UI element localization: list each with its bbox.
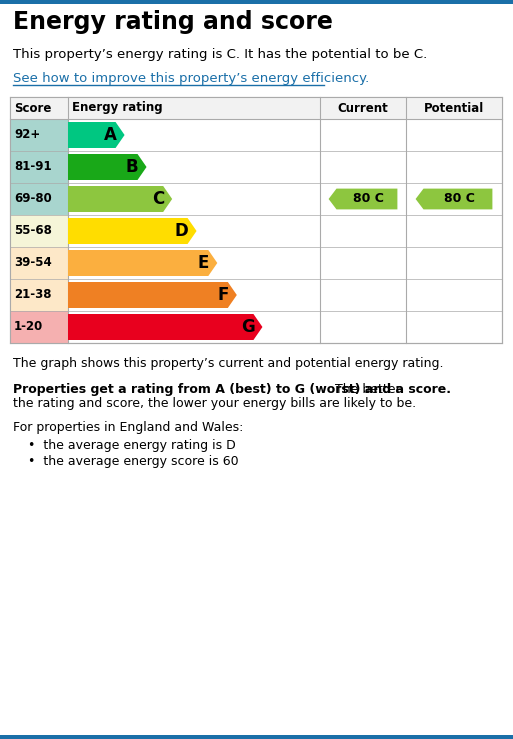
Text: 69-80: 69-80 [14,192,52,205]
Text: 80 C: 80 C [444,192,475,205]
Text: D: D [175,222,189,240]
Text: Energy rating: Energy rating [72,101,163,115]
Text: Energy rating and score: Energy rating and score [13,10,333,34]
Polygon shape [68,186,172,212]
Bar [10,279,68,311]
Text: For properties in England and Wales:: For properties in England and Wales: [13,421,243,434]
Bar [0,735,513,739]
Bar [10,97,502,119]
Text: B: B [126,158,139,176]
Text: The graph shows this property’s current and potential energy rating.: The graph shows this property’s current … [13,357,444,370]
Text: See how to improve this property’s energy efficiency.: See how to improve this property’s energ… [13,72,369,85]
Text: 55-68: 55-68 [14,225,52,237]
Bar [10,183,68,215]
Text: 92+: 92+ [14,129,40,141]
Text: •  the average energy score is 60: • the average energy score is 60 [28,455,239,468]
Text: The better: The better [331,383,401,396]
Bar [10,119,68,151]
Bar [0,0,513,4]
Text: 81-91: 81-91 [14,160,52,174]
Text: 80 C: 80 C [352,192,383,205]
Bar [10,247,68,279]
Polygon shape [329,188,398,209]
Text: Current: Current [338,101,388,115]
Text: G: G [241,318,254,336]
Text: the rating and score, the lower your energy bills are likely to be.: the rating and score, the lower your ene… [13,397,416,410]
Text: C: C [152,190,164,208]
Polygon shape [416,188,492,209]
Text: E: E [198,254,209,272]
Text: 21-38: 21-38 [14,288,51,302]
Polygon shape [68,218,196,244]
Polygon shape [68,122,125,148]
Bar [10,151,68,183]
Text: •  the average energy rating is D: • the average energy rating is D [28,439,236,452]
Text: Properties get a rating from A (best) to G (worst) and a score.: Properties get a rating from A (best) to… [13,383,451,396]
Bar [10,311,68,343]
Text: F: F [218,286,229,304]
Text: 1-20: 1-20 [14,321,43,333]
Polygon shape [68,314,263,340]
Text: A: A [104,126,116,144]
Polygon shape [68,282,237,308]
Text: Score: Score [14,101,51,115]
Bar [10,97,502,343]
Polygon shape [68,154,147,180]
Bar [10,215,68,247]
Text: Potential: Potential [424,101,484,115]
Text: This property’s energy rating is C. It has the potential to be C.: This property’s energy rating is C. It h… [13,48,427,61]
Polygon shape [68,250,218,276]
Text: 39-54: 39-54 [14,256,52,270]
